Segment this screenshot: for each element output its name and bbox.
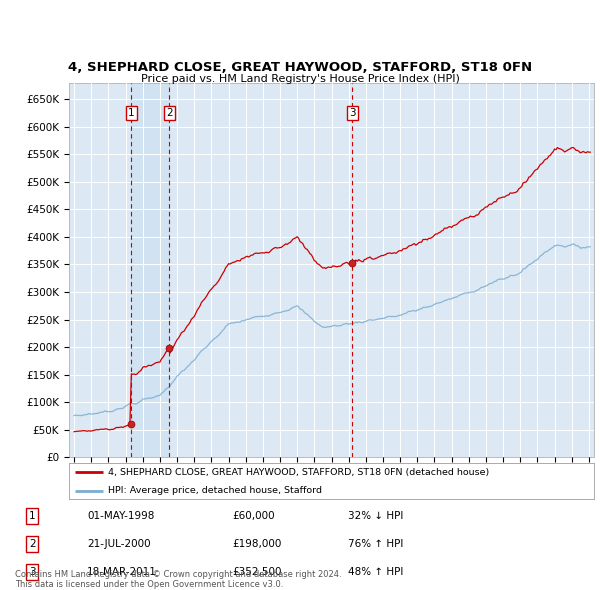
Text: Contains HM Land Registry data © Crown copyright and database right 2024.
This d: Contains HM Land Registry data © Crown c… xyxy=(15,570,341,589)
Text: £352,500: £352,500 xyxy=(232,567,281,577)
Text: 76% ↑ HPI: 76% ↑ HPI xyxy=(348,539,403,549)
Text: 3: 3 xyxy=(349,108,356,118)
Text: 01-MAY-1998: 01-MAY-1998 xyxy=(87,511,155,521)
Text: 3: 3 xyxy=(29,567,35,577)
Text: £60,000: £60,000 xyxy=(232,511,275,521)
Text: £198,000: £198,000 xyxy=(232,539,281,549)
Text: 32% ↓ HPI: 32% ↓ HPI xyxy=(348,511,403,521)
Bar xyxy=(131,83,169,457)
Text: HPI: Average price, detached house, Stafford: HPI: Average price, detached house, Staf… xyxy=(109,486,322,495)
Text: 1: 1 xyxy=(29,511,35,521)
Text: 1: 1 xyxy=(128,108,134,118)
Text: 4, SHEPHARD CLOSE, GREAT HAYWOOD, STAFFORD, ST18 0FN: 4, SHEPHARD CLOSE, GREAT HAYWOOD, STAFFO… xyxy=(68,61,532,74)
Text: 2: 2 xyxy=(166,108,173,118)
Text: 2: 2 xyxy=(29,539,35,549)
Text: 48% ↑ HPI: 48% ↑ HPI xyxy=(348,567,403,577)
Text: Price paid vs. HM Land Registry's House Price Index (HPI): Price paid vs. HM Land Registry's House … xyxy=(140,74,460,84)
Text: 21-JUL-2000: 21-JUL-2000 xyxy=(87,539,151,549)
Text: 18-MAR-2011: 18-MAR-2011 xyxy=(87,567,157,577)
Text: 4, SHEPHARD CLOSE, GREAT HAYWOOD, STAFFORD, ST18 0FN (detached house): 4, SHEPHARD CLOSE, GREAT HAYWOOD, STAFFO… xyxy=(109,467,490,477)
